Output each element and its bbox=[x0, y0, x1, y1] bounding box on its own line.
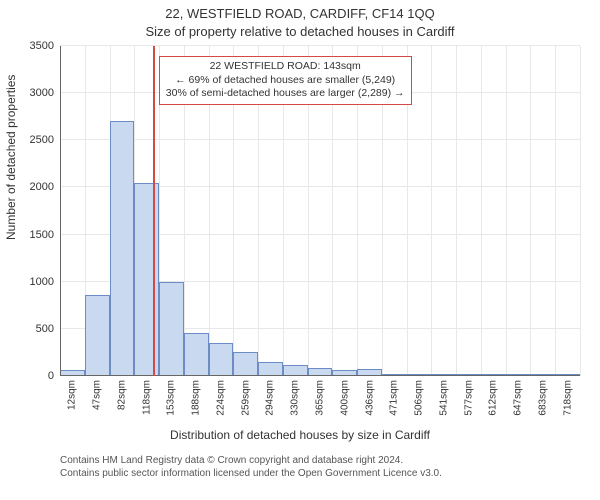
x-axis-label: Distribution of detached houses by size … bbox=[0, 428, 600, 442]
y-axis-label: Number of detached properties bbox=[4, 75, 18, 240]
x-tick-label: 47sqm bbox=[92, 380, 103, 410]
histogram-bar bbox=[258, 362, 283, 376]
gridline-horizontal bbox=[60, 45, 580, 46]
x-tick-label: 294sqm bbox=[265, 380, 276, 416]
x-tick-label: 683sqm bbox=[537, 380, 548, 416]
y-axis-line bbox=[60, 46, 61, 376]
footer-line-2: Contains public sector information licen… bbox=[60, 467, 580, 480]
callout-line: 30% of semi-detached houses are larger (… bbox=[166, 87, 405, 101]
gridline-vertical bbox=[580, 46, 581, 376]
x-tick-label: 612sqm bbox=[488, 380, 499, 416]
y-tick-label: 0 bbox=[48, 370, 54, 382]
histogram-bar bbox=[85, 295, 110, 376]
y-tick-label: 500 bbox=[36, 323, 54, 335]
title-line-2: Size of property relative to detached ho… bbox=[0, 24, 600, 39]
footer-attribution: Contains HM Land Registry data © Crown c… bbox=[60, 454, 580, 480]
y-tick-label: 2500 bbox=[30, 134, 54, 146]
callout-box: 22 WESTFIELD ROAD: 143sqm← 69% of detach… bbox=[159, 56, 412, 105]
y-tick-label: 3500 bbox=[30, 40, 54, 52]
gridline-vertical bbox=[481, 46, 482, 376]
histogram-bar bbox=[159, 282, 184, 376]
x-tick-label: 224sqm bbox=[215, 380, 226, 416]
gridline-vertical bbox=[431, 46, 432, 376]
x-tick-label: 718sqm bbox=[562, 380, 573, 416]
title-line-1: 22, WESTFIELD ROAD, CARDIFF, CF14 1QQ bbox=[0, 6, 600, 21]
gridline-horizontal bbox=[60, 139, 580, 140]
histogram-bar bbox=[233, 352, 258, 376]
x-tick-label: 471sqm bbox=[389, 380, 400, 416]
x-tick-label: 259sqm bbox=[240, 380, 251, 416]
footer-line-1: Contains HM Land Registry data © Crown c… bbox=[60, 454, 580, 467]
x-tick-label: 330sqm bbox=[290, 380, 301, 416]
x-axis-line bbox=[60, 375, 580, 376]
x-tick-label: 647sqm bbox=[513, 380, 524, 416]
y-tick-label: 3000 bbox=[30, 87, 54, 99]
x-tick-label: 436sqm bbox=[364, 380, 375, 416]
x-tick-label: 506sqm bbox=[414, 380, 425, 416]
y-tick-label: 2000 bbox=[30, 181, 54, 193]
gridline-vertical bbox=[456, 46, 457, 376]
x-tick-label: 118sqm bbox=[141, 380, 152, 415]
x-tick-label: 153sqm bbox=[166, 380, 177, 416]
y-tick-label: 1500 bbox=[30, 229, 54, 241]
gridline-vertical bbox=[530, 46, 531, 376]
callout-line: 22 WESTFIELD ROAD: 143sqm bbox=[166, 60, 405, 74]
plot-area: 050010001500200025003000350012sqm47sqm82… bbox=[60, 46, 580, 376]
x-tick-label: 82sqm bbox=[116, 380, 127, 410]
gridline-vertical bbox=[555, 46, 556, 376]
x-tick-label: 365sqm bbox=[315, 380, 326, 416]
x-tick-label: 12sqm bbox=[67, 380, 78, 410]
x-tick-label: 188sqm bbox=[191, 380, 202, 416]
x-tick-label: 577sqm bbox=[463, 380, 474, 416]
x-tick-label: 400sqm bbox=[339, 380, 350, 416]
histogram-bar bbox=[184, 333, 209, 376]
histogram-bar bbox=[209, 343, 234, 376]
histogram-bar bbox=[110, 121, 135, 376]
callout-line: ← 69% of detached houses are smaller (5,… bbox=[166, 74, 405, 88]
x-tick-label: 541sqm bbox=[438, 380, 449, 416]
gridline-vertical bbox=[506, 46, 507, 376]
chart-container: 22, WESTFIELD ROAD, CARDIFF, CF14 1QQ Si… bbox=[0, 0, 600, 500]
property-indicator-line bbox=[153, 46, 155, 376]
histogram-bar bbox=[134, 183, 159, 376]
y-tick-label: 1000 bbox=[30, 276, 54, 288]
